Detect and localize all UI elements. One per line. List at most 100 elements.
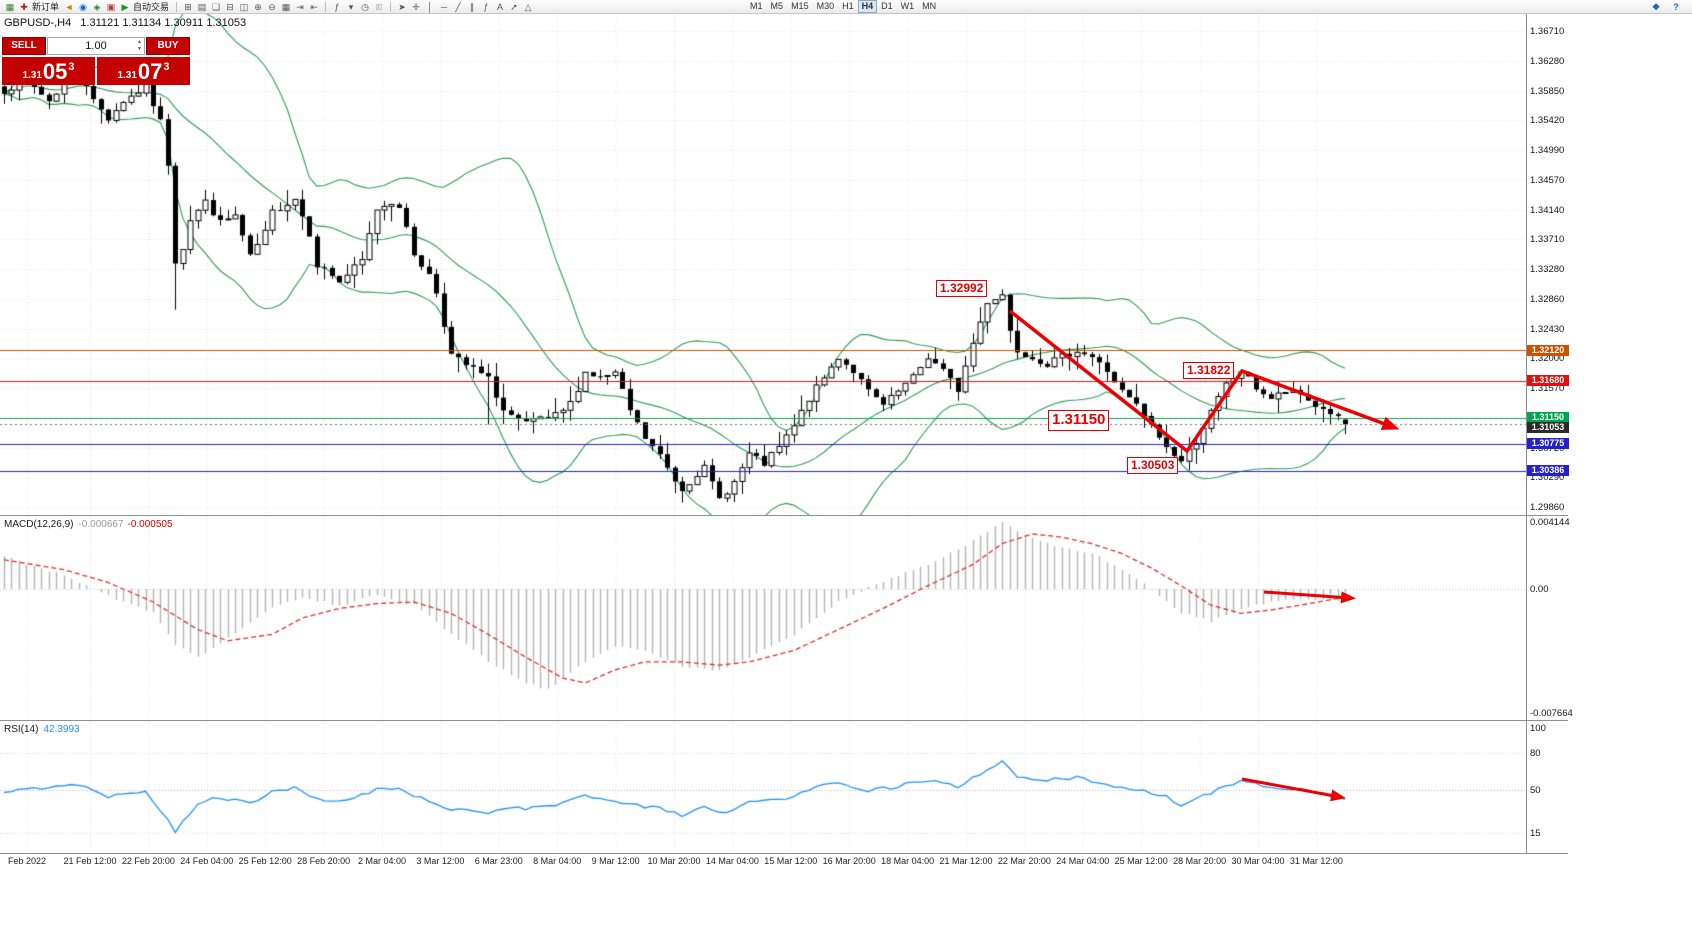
chart-grid-icon[interactable]: ▦ [5,1,15,12]
indicators-icon[interactable]: ƒ [334,1,340,12]
price-tag-1.30386: 1.30386 [1527,465,1569,477]
price-tag-1.31053: 1.31053 [1527,421,1569,433]
sell-button[interactable]: SELL [2,37,46,55]
buy-button[interactable]: BUY [146,37,190,55]
cascade-windows-icon[interactable]: ❏ [211,1,221,12]
timeframe-button-h1[interactable]: H1 [842,1,854,11]
price-axis-label: 1.36280 [1530,55,1565,67]
periods-icon[interactable]: ◷ [361,1,369,12]
swing-low-label[interactable]: 1.30503 [1127,457,1179,474]
autotrade-button-label: 自动交易 [133,2,170,12]
buy-price-pip: 3 [163,61,170,73]
support-label[interactable]: 1.31150 [1048,410,1110,431]
time-axis-label: 28 Mar 20:00 [1173,856,1227,866]
zoom-out-icon[interactable]: ⊖ [268,1,276,12]
zoom-in-icon[interactable]: ⊕ [254,1,262,12]
timeframe-button-mn[interactable]: MN [922,1,937,11]
arrow-tool-icon[interactable]: ➚ [510,1,518,12]
navigator-icon[interactable]: ◈ [93,1,101,12]
chart-shift-icon[interactable]: ⇤ [310,1,318,12]
new-chart-icon[interactable]: ⊞ [184,1,192,12]
indicator-dropdown-icon[interactable]: ▾ [348,1,354,12]
autotrade-button[interactable]: ▶ [121,1,129,12]
time-axis-label: 24 Mar 04:00 [1056,856,1110,866]
volume-stepper[interactable]: ▲ ▼ [137,39,142,52]
sell-price-prefix: 1.31 [22,70,42,81]
toolbar: ▦ ✚ 新订单 ◄ ◉ ◈ ▣ ▶ 自动交易 ⊞ ▤ ❏ ⊟ ◫ ⊕ ⊖ ▦ ⇥ ⇤ ƒ ▾ ◷ 🗉 ➤ ✛ │ ─ ╱ ∥ ƒ A ➚ △ M1… [0,0,1692,14]
fibonacci-icon[interactable]: ƒ [483,1,489,12]
rsi-panel-canvas[interactable] [0,721,1526,852]
timeframe-button-m15[interactable]: M15 [791,1,809,11]
toolbar-separator [390,1,392,12]
time-axis-label: 6 Mar 23:00 [474,856,523,866]
terminal-icon[interactable]: ▣ [106,1,116,12]
new-order-button[interactable]: ✚ [20,1,28,12]
timeframe-button-d1[interactable]: D1 [881,1,893,11]
time-axis-label: 2 Mar 04:00 [357,856,407,866]
timeframe-button-m1[interactable]: M1 [750,1,763,11]
vertical-line-icon[interactable]: │ [427,1,433,12]
timeframe-button-w1[interactable]: W1 [900,1,915,11]
channel-icon[interactable]: ∥ [469,1,475,12]
timeframe-button-m5[interactable]: M5 [770,1,784,11]
auto-scroll-icon[interactable]: ⇥ [296,1,304,12]
time-axis-label: 16 Mar 20:00 [822,856,876,866]
profiles-icon[interactable]: ▤ [197,1,207,12]
macd-panel-canvas[interactable] [0,516,1526,719]
template-icon[interactable]: 🗉 [375,1,383,12]
price-axis-border [1526,14,1527,853]
price-axis-label: 1.29860 [1530,502,1565,514]
trendline-icon[interactable]: ╱ [455,1,461,12]
swing-high-label[interactable]: 1.32992 [936,280,988,297]
time-axis-label: 18 Mar 04:00 [881,856,935,866]
price-tag-1.31680: 1.31680 [1527,375,1569,387]
timeframe-button-h4[interactable]: H4 [857,0,878,13]
chart-header: GBPUSD-,H4 1.31121 1.31134 1.30911 1.310… [4,17,246,29]
lower-high-label[interactable]: 1.31822 [1183,362,1235,379]
tile-horizontal-icon[interactable]: ⊟ [226,1,234,12]
horizontal-line-icon[interactable]: ─ [440,1,448,12]
time-axis-label: 22 Mar 20:00 [997,856,1051,866]
help-icon[interactable]: ? [1673,1,1679,12]
one-click-trade-panel: SELL 1.00 ▲ ▼ BUY 1.31 05 3 1.31 07 3 [2,37,190,85]
buy-price-prefix: 1.31 [117,70,137,81]
sell-price-pip: 3 [68,61,75,73]
rsi-indicator-label: RSI(14) 42.3993 [4,724,80,735]
text-label-icon[interactable]: A [497,1,504,12]
time-axis-separator [0,853,1568,854]
tile-vertical-icon[interactable]: ◫ [239,1,249,12]
tile-windows-icon[interactable]: ▦ [281,1,291,12]
crosshair-icon[interactable]: ✛ [412,1,420,12]
symbol-timeframe-label: GBPUSD-,H4 [4,17,72,29]
volume-value: 1.00 [85,40,107,52]
time-axis-label: 30 Mar 04:00 [1231,856,1285,866]
sell-price-box[interactable]: 1.31 05 3 [2,57,95,85]
timeframe-toolbar: M1 M5 M15 M30 H1 H4 D1 W1 MN [746,0,940,13]
community-icon[interactable]: ❖ [1651,1,1661,12]
price-axis-label: 1.32000 [1530,353,1565,365]
time-axis-label: 21 Feb 12:00 [63,856,117,866]
time-axis-label: 15 Mar 12:00 [764,856,818,866]
cursor-icon[interactable]: ➤ [398,1,406,12]
news-icon[interactable]: ◄ [64,1,74,12]
rsi-axis-label: 50 [1530,785,1541,796]
new-order-button-label: 新订单 [32,2,60,12]
rsi-name: RSI(14) [4,724,39,735]
price-axis-label: 1.32430 [1530,323,1565,335]
price-axis-label: 1.32860 [1530,293,1565,305]
main-chart-canvas[interactable] [0,14,1526,515]
timeframe-button-m30[interactable]: M30 [816,1,835,11]
shapes-icon[interactable]: △ [524,1,532,12]
buy-price-box[interactable]: 1.31 07 3 [97,57,190,85]
volume-field[interactable]: 1.00 ▲ ▼ [47,37,145,55]
price-axis-label: 1.34990 [1530,145,1565,157]
time-axis-label: 25 Feb 12:00 [238,856,292,866]
market-watch-icon[interactable]: ◉ [79,1,87,12]
sell-price-big: 05 [42,59,68,84]
price-axis-label: 1.30290 [1530,472,1565,484]
time-axis-label: 28 Feb 20:00 [297,856,351,866]
rsi-panel-separator[interactable] [0,720,1568,721]
ohlc-values: 1.31121 1.31134 1.30911 1.31053 [80,17,247,29]
macd-panel-separator[interactable] [0,515,1568,516]
